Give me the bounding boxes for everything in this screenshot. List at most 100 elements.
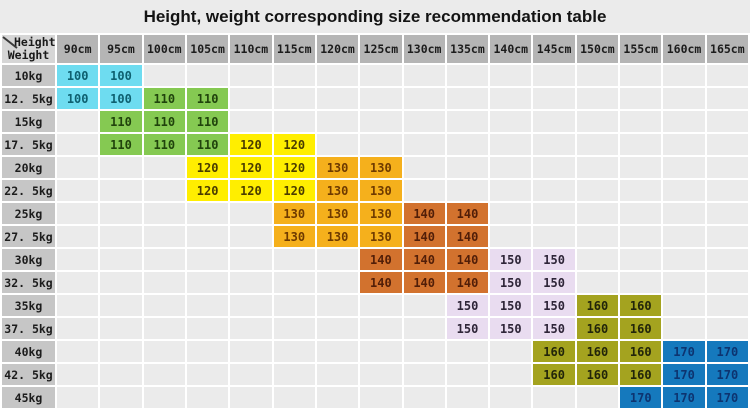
empty-cell xyxy=(533,226,575,247)
size-cell: 150 xyxy=(446,318,489,339)
row-header: 35kg xyxy=(2,295,55,316)
empty-cell xyxy=(706,226,748,247)
empty-cell xyxy=(663,180,705,201)
empty-cell xyxy=(143,341,185,362)
empty-cell xyxy=(663,65,705,86)
empty-cell xyxy=(576,180,619,201)
empty-cell xyxy=(490,226,532,247)
empty-cell xyxy=(186,295,229,316)
empty-cell xyxy=(230,295,272,316)
page-title: Height, weight corresponding size recomm… xyxy=(143,6,607,26)
empty-cell xyxy=(663,88,705,109)
empty-cell xyxy=(273,387,315,408)
empty-cell xyxy=(446,134,489,155)
empty-cell xyxy=(186,226,229,247)
empty-cell xyxy=(620,134,662,155)
column-header: 95cm xyxy=(100,35,142,63)
size-cell: 140 xyxy=(446,226,489,247)
table-row: 35kg 150 150 150 160 160 xyxy=(2,295,748,316)
empty-cell xyxy=(533,88,575,109)
empty-cell xyxy=(446,88,489,109)
empty-cell xyxy=(490,157,532,178)
table-row: 22. 5kg 120 120 120 130 130 xyxy=(2,180,748,201)
size-cell: 170 xyxy=(663,341,705,362)
empty-cell xyxy=(100,318,142,339)
empty-cell xyxy=(706,272,748,293)
size-cell: 140 xyxy=(360,272,402,293)
size-cell: 150 xyxy=(490,295,532,316)
column-header: 130cm xyxy=(403,35,445,63)
empty-cell xyxy=(100,341,142,362)
empty-cell xyxy=(316,249,359,270)
table-row: 27. 5kg 130 130 130 140 140 xyxy=(2,226,748,247)
empty-cell xyxy=(576,249,619,270)
empty-cell xyxy=(403,157,445,178)
column-header: 140cm xyxy=(490,35,532,63)
empty-cell xyxy=(620,249,662,270)
empty-cell xyxy=(576,111,619,132)
empty-cell xyxy=(360,341,402,362)
empty-cell xyxy=(360,88,402,109)
size-cell: 170 xyxy=(620,387,662,408)
column-header: 105cm xyxy=(186,35,229,63)
empty-cell xyxy=(230,65,272,86)
row-header: 30kg xyxy=(2,249,55,270)
size-cell: 110 xyxy=(143,88,185,109)
column-header: 150cm xyxy=(576,35,619,63)
empty-cell xyxy=(706,318,748,339)
empty-cell xyxy=(100,203,142,224)
size-cell: 150 xyxy=(533,272,575,293)
empty-cell xyxy=(143,65,185,86)
empty-cell xyxy=(186,341,229,362)
table-row: 10kg 100 100 xyxy=(2,65,748,86)
empty-cell xyxy=(620,111,662,132)
empty-cell xyxy=(533,203,575,224)
size-cell: 160 xyxy=(576,318,619,339)
size-cell: 170 xyxy=(663,364,705,385)
column-header: 110cm xyxy=(230,35,272,63)
empty-cell xyxy=(143,364,185,385)
empty-cell xyxy=(316,65,359,86)
column-header: 145cm xyxy=(533,35,575,63)
empty-cell xyxy=(706,111,748,132)
table-body: 10kg 100 100 12. 5kg 100 100 110 110 15kg 110 110 1… xyxy=(2,65,748,408)
column-header: 115cm xyxy=(273,35,315,63)
empty-cell xyxy=(490,203,532,224)
empty-cell xyxy=(663,226,705,247)
empty-cell xyxy=(360,364,402,385)
empty-cell xyxy=(273,88,315,109)
size-cell: 130 xyxy=(360,203,402,224)
empty-cell xyxy=(490,134,532,155)
empty-cell xyxy=(230,249,272,270)
size-cell: 140 xyxy=(446,203,489,224)
empty-cell xyxy=(533,387,575,408)
empty-cell xyxy=(100,249,142,270)
row-header: 15kg xyxy=(2,111,55,132)
header-row: Height Weight 90cm 95cm 100cm 105cm 110cm 115… xyxy=(2,35,748,63)
table-row: 32. 5kg 140 140 140 150 150 xyxy=(2,272,748,293)
empty-cell xyxy=(273,295,315,316)
size-cell: 130 xyxy=(273,203,315,224)
empty-cell xyxy=(490,341,532,362)
diagonal-line-icon xyxy=(2,36,18,49)
empty-cell xyxy=(706,157,748,178)
empty-cell xyxy=(360,111,402,132)
empty-cell xyxy=(230,387,272,408)
column-header: 125cm xyxy=(360,35,402,63)
empty-cell xyxy=(403,180,445,201)
empty-cell xyxy=(446,157,489,178)
empty-cell xyxy=(100,364,142,385)
empty-cell xyxy=(186,65,229,86)
size-cell: 140 xyxy=(446,249,489,270)
size-cell: 120 xyxy=(230,180,272,201)
empty-cell xyxy=(620,272,662,293)
size-cell: 130 xyxy=(273,226,315,247)
size-cell: 170 xyxy=(706,387,748,408)
size-cell: 110 xyxy=(143,134,185,155)
empty-cell xyxy=(57,249,99,270)
size-cell: 160 xyxy=(620,318,662,339)
empty-cell xyxy=(620,226,662,247)
table-row: 25kg 130 130 130 140 140 xyxy=(2,203,748,224)
empty-cell xyxy=(663,203,705,224)
empty-cell xyxy=(273,111,315,132)
